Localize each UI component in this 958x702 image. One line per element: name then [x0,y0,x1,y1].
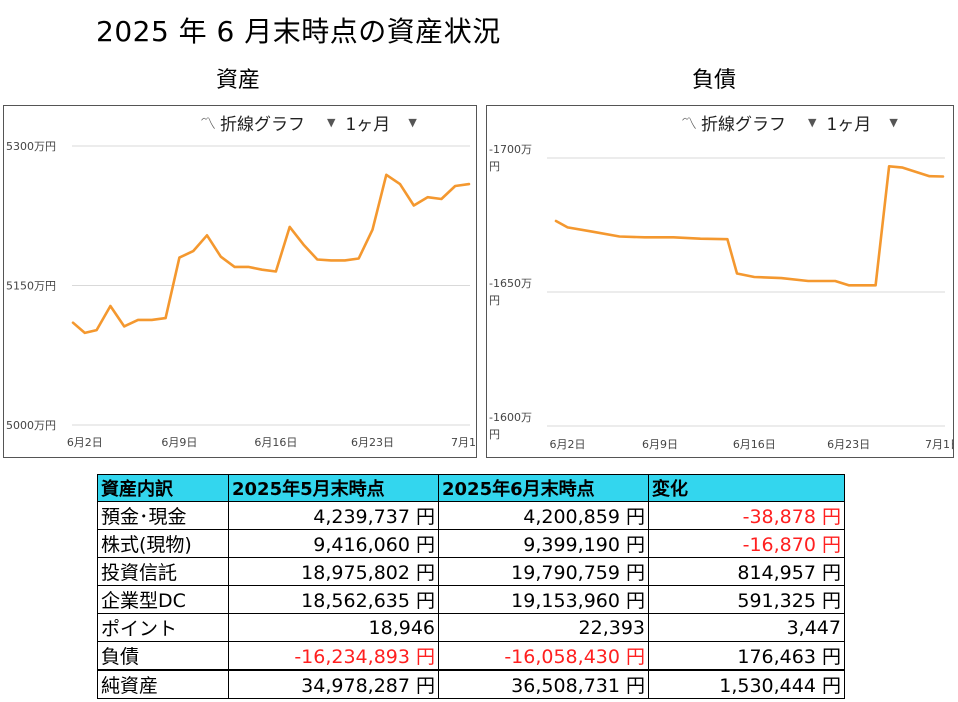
row-label: 純資産 [97,669,229,699]
y-tick-label: 5150万円 [6,280,56,293]
june-value: 22,393 [438,613,649,642]
y-tick-label: -1700万 [489,143,532,156]
page-title: 2025 年 6 月末時点の資産状況 [96,15,501,48]
table-row: 投資信託 18,975,802 円 19,790,759 円 814,957 円 [97,557,845,586]
chart-type-label: 折線グラフ [220,114,306,135]
may-value: 9,416,060 円 [228,529,439,558]
assets-chart-panel: 5300万円 5150万円 5000万円 6月2日 6月9日 6月16日 6月23日 7月1日… [3,105,477,458]
change-value: 1,530,444 円 [648,669,845,699]
june-value: 19,790,759 円 [438,557,649,586]
change-value: -16,870 円 [648,529,845,558]
june-value: 4,200,859 円 [438,501,649,530]
change-value: 176,463 円 [648,641,845,671]
may-value: 34,978,287 円 [228,669,439,699]
assets-period-selector[interactable]: 1ヶ月 ▼ [345,110,416,135]
row-label: 投資信託 [97,557,229,586]
triangle-down-icon[interactable]: ▼ [808,115,817,129]
y-tick-label-unit: 円 [489,428,500,441]
assets-chart-toolbar: 〽 折線グラフ ▼ 1ヶ月 ▼ [200,110,417,135]
x-tick-label: 7月1日 [925,438,953,451]
triangle-down-icon: ▼ [408,115,417,129]
table-header-row: 資産内訳 2025年5月末時点 2025年6月末時点 変化 [97,474,845,502]
may-value: 4,239,737 円 [228,501,439,530]
june-value: -16,058,430 円 [438,641,649,671]
x-tick-label: 6月16日 [254,436,297,449]
may-value: 18,562,635 円 [228,585,439,614]
triangle-down-icon[interactable]: ▼ [327,115,336,129]
row-label: 負債 [97,641,229,671]
table-row: 株式(現物) 9,416,060 円 9,399,190 円 -16,870 円 [97,529,845,558]
change-value: 591,325 円 [648,585,845,614]
row-label: 株式(現物) [97,529,229,558]
y-tick-label-unit: 円 [489,160,500,173]
x-tick-label: 6月2日 [550,438,586,451]
y-tick-label: 5000万円 [6,419,56,432]
x-tick-label: 6月16日 [733,438,776,451]
x-tick-label: 6月9日 [642,438,678,451]
liabilities-chart-panel: -1700万円 -1650万円 -1600万円 6月2日 6月9日 6月16日 6月23日 7… [486,105,954,458]
liabilities-heading: 負債 [691,68,736,93]
assets-chart: 5300万円 5150万円 5000万円 6月2日 6月9日 6月16日 6月23日 7月1日 [6,140,476,449]
may-value: 18,946 [228,613,439,642]
assets-heading: 資産 [215,68,260,93]
x-tick-label: 6月2日 [67,436,103,449]
change-value: 3,447 [648,613,845,642]
period-label: 1ヶ月 [826,114,872,135]
chart-type-label: 折線グラフ [701,114,787,135]
y-tick-label: -1650万 [489,277,532,290]
table-row: 純資産 34,978,287 円 36,508,731 円 1,530,444 円 [97,669,845,699]
y-tick-label: 5300万円 [6,140,56,153]
june-value: 9,399,190 円 [438,529,649,558]
table-row: 企業型DC 18,562,635 円 19,153,960 円 591,325 円 [97,585,845,614]
column-header: 2025年5月末時点 [228,474,439,502]
period-label: 1ヶ月 [345,114,391,135]
change-value: 814,957 円 [648,557,845,586]
june-value: 36,508,731 円 [438,669,649,699]
june-value: 19,153,960 円 [438,585,649,614]
asset-breakdown-table: 資産内訳 2025年5月末時点 2025年6月末時点 変化 預金･現金 4,239… [97,474,845,699]
x-tick-label: 6月23日 [827,438,870,451]
row-label: ポイント [97,613,229,642]
change-value: -38,878 円 [648,501,845,530]
liabilities-period-selector[interactable]: 1ヶ月 ▼ [826,110,897,135]
row-label: 預金･現金 [97,501,229,530]
row-label: 企業型DC [97,585,229,614]
x-tick-label: 6月23日 [351,436,394,449]
line-chart-icon: 〽 [200,114,217,133]
triangle-down-icon: ▼ [889,115,898,129]
y-tick-label: -1600万 [489,411,532,424]
assets-chart-type-selector[interactable]: 〽 折線グラフ [200,110,305,135]
table-row: 負債 -16,234,893 円 -16,058,430 円 176,463 円 [97,641,845,671]
x-tick-label: 7月1日 [451,436,476,449]
liabilities-chart-type-selector[interactable]: 〽 折線グラフ [681,110,786,135]
table-row: ポイント 18,946 22,393 3,447 [97,613,845,642]
table-row: 預金･現金 4,239,737 円 4,200,859 円 -38,878 円 [97,501,845,530]
may-value: 18,975,802 円 [228,557,439,586]
may-value: -16,234,893 円 [228,641,439,671]
assets-series-line[interactable] [71,173,471,335]
liabilities-chart-toolbar: 〽 折線グラフ ▼ 1ヶ月 ▼ [681,110,898,135]
y-tick-label-unit: 円 [489,294,500,307]
column-header: 変化 [648,474,845,502]
column-header: 2025年6月末時点 [438,474,649,502]
x-tick-label: 6月9日 [161,436,197,449]
line-chart-icon: 〽 [681,114,698,133]
column-header: 資産内訳 [97,474,229,502]
liabilities-series-line[interactable] [554,164,945,287]
